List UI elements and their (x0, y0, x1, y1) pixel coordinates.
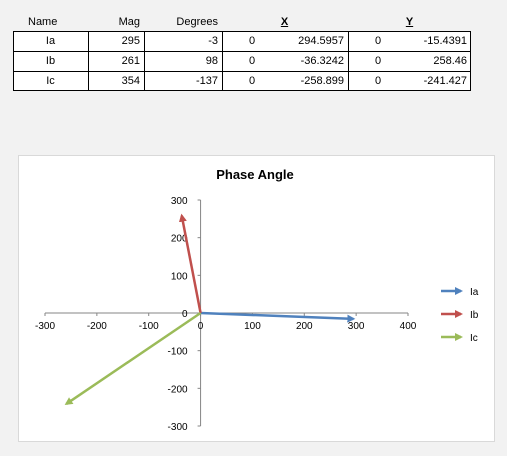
series-line-ia (200, 311, 356, 323)
chart-canvas: Phase Angle -300 -200 -100 0 100 200 300 400 300… (35, 167, 479, 433)
data-table (13, 31, 471, 91)
legend-label-ic: Ic (470, 333, 478, 344)
row-divider (13, 71, 471, 72)
col-divider (88, 31, 89, 91)
header-y: Y (405, 16, 414, 28)
x-tick-label: 0 (198, 321, 204, 332)
y-tick-label: -200 (168, 384, 188, 395)
phase-angle-chart[interactable]: Phase Angle -300 -200 -100 0 100 200 300 400 300… (18, 155, 495, 442)
y-tick-label: 200 (171, 234, 188, 245)
cell-x-origin[interactable]: 0 (249, 55, 256, 67)
header-mag: Mag (118, 16, 140, 28)
legend-label-ia: Ia (470, 287, 479, 298)
cell-mag[interactable]: 295 (121, 35, 140, 47)
header-name: Name (28, 16, 58, 28)
header-x: X (280, 16, 289, 28)
cell-x[interactable]: -258.899 (300, 75, 344, 87)
cell-y[interactable]: 258.46 (433, 55, 467, 67)
series-line-ic (64, 311, 202, 406)
col-divider (470, 31, 471, 91)
x-tick-label: -100 (139, 321, 159, 332)
col-divider (144, 31, 145, 91)
y-tick-label: 0 (182, 309, 188, 320)
col-divider (222, 31, 223, 91)
x-tick-label: 100 (244, 321, 261, 332)
chart-title: Phase Angle (216, 167, 294, 182)
cell-name[interactable]: Ia (45, 35, 56, 47)
legend-label-ib: Ib (470, 310, 479, 321)
cell-name[interactable]: Ic (46, 75, 55, 87)
cell-y-origin[interactable]: 0 (375, 75, 382, 87)
row-divider (13, 51, 471, 52)
header-degrees: Degrees (176, 16, 218, 28)
cell-x-origin[interactable]: 0 (249, 75, 256, 87)
cell-mag[interactable]: 261 (121, 55, 140, 67)
x-tick-label: 400 (400, 321, 417, 332)
cell-y-origin[interactable]: 0 (375, 35, 382, 47)
x-tick-label: 300 (348, 321, 365, 332)
cell-x[interactable]: 294.5957 (298, 35, 344, 47)
y-tick-label: 300 (171, 196, 188, 207)
y-tick-label: -300 (168, 422, 188, 433)
cell-name[interactable]: Ib (45, 55, 56, 67)
y-tick-label: 100 (171, 271, 188, 282)
cell-degrees[interactable]: -3 (208, 35, 218, 47)
cell-degrees[interactable]: 98 (205, 55, 218, 67)
cell-y[interactable]: -241.427 (423, 75, 467, 87)
y-tick-label: -100 (168, 347, 188, 358)
cell-x-origin[interactable]: 0 (249, 35, 256, 47)
x-tick-label: -200 (87, 321, 107, 332)
x-tick-label: 200 (296, 321, 313, 332)
cell-y-origin[interactable]: 0 (375, 55, 382, 67)
cell-y[interactable]: -15.4391 (423, 35, 467, 47)
x-tick-label: -300 (35, 321, 55, 332)
series-line-ib (178, 213, 202, 314)
cell-mag[interactable]: 354 (121, 75, 140, 87)
cell-x[interactable]: -36.3242 (300, 55, 344, 67)
cell-degrees[interactable]: -137 (195, 75, 218, 87)
col-divider (348, 31, 349, 91)
